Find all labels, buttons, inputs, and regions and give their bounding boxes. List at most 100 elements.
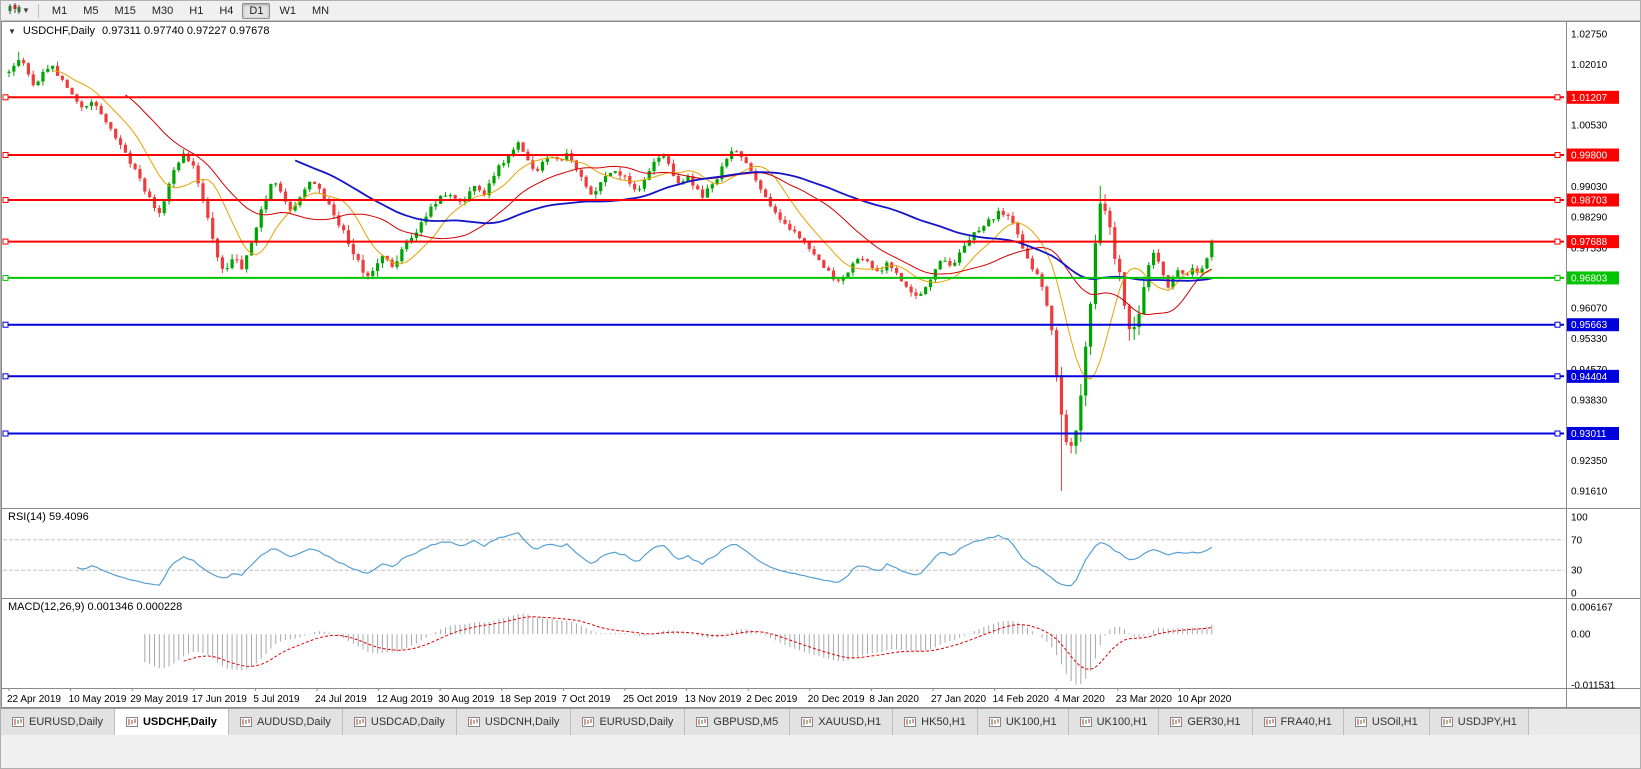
tab-label: USDCAD,Daily — [370, 716, 445, 728]
chart-tab-ger30-h1[interactable]: GER30,H1 — [1159, 709, 1253, 735]
tab-label: XAUUSD,H1 — [818, 716, 882, 728]
chart-tab-icon — [582, 717, 595, 727]
ohlc-values: 0.97311 0.97740 0.97227 0.97678 — [102, 25, 270, 37]
level-handle[interactable] — [2, 274, 9, 281]
level-price-badge — [1567, 369, 1619, 383]
level-handle[interactable] — [2, 94, 9, 101]
timeframe-button-m15[interactable]: M15 — [114, 4, 136, 17]
price-tick-label: 0.96070 — [1571, 304, 1608, 315]
level-handle[interactable] — [2, 197, 9, 203]
chart-tab-icon — [1263, 717, 1276, 727]
tab-label: USDCHF,Daily — [142, 716, 217, 728]
level-handle[interactable] — [2, 321, 9, 328]
timeframe-toolbar: ▼ M1 M5 M15 M30 H1 H4 D1 W1 MN — [1, 1, 1640, 21]
rsi-line — [76, 532, 1213, 587]
level-price-badge — [1567, 193, 1619, 207]
ma-slow-line — [294, 159, 1212, 282]
tab-label: USOil,H1 — [1371, 716, 1418, 728]
chart-tab-usdjpy-h1[interactable]: USDJPY,H1 — [1429, 709, 1529, 735]
level-handle[interactable] — [1554, 152, 1561, 158]
price-tick-label: 1.00530 — [1571, 121, 1608, 132]
date-tick-label: 23 Mar 2020 — [1116, 694, 1173, 705]
chart-tab-usdcad-daily[interactable]: USDCAD,Daily — [342, 709, 457, 735]
chart-tab-eurusd-daily[interactable]: EURUSD,Daily — [571, 709, 686, 735]
chart-tab-usdchf-daily[interactable]: USDCHF,Daily — [114, 709, 229, 735]
ma-mid-line — [125, 94, 1213, 316]
chart-tab-bar: EURUSD,Daily USDCHF,Daily AUDUSD,Daily USDC… — [1, 708, 1640, 735]
level-handle[interactable] — [1554, 430, 1561, 437]
chart-tab-usoil-h1[interactable]: USOil,H1 — [1343, 709, 1430, 735]
chart-type-button[interactable]: ▼ — [4, 1, 33, 21]
chart-tab-fra40-h1[interactable]: FRA40,H1 — [1252, 709, 1344, 735]
level-price-badge — [1567, 148, 1619, 162]
timeframe-button-h1[interactable]: H1 — [189, 4, 204, 17]
level-handle[interactable] — [1554, 373, 1561, 380]
timeframe-button-m1[interactable]: M1 — [51, 4, 68, 17]
chart-tab-icon — [239, 717, 252, 727]
price-tick-label: 0.95330 — [1571, 334, 1608, 345]
level-handle[interactable] — [1554, 321, 1561, 328]
level-price-badge-text: 0.97688 — [1571, 237, 1608, 248]
level-handle[interactable] — [1554, 274, 1561, 281]
chart-tab-uk100-h1[interactable]: UK100,H1 — [977, 709, 1069, 735]
timeframe-button-m30[interactable]: M30 — [151, 4, 174, 17]
rsi-tick-label: 100 — [1571, 513, 1588, 524]
price-tick-label: 1.02750 — [1571, 30, 1608, 41]
tab-label: HK50,H1 — [921, 716, 966, 728]
timeframe-button-h4[interactable]: H4 — [219, 4, 234, 17]
level-handle[interactable] — [1554, 197, 1561, 203]
timeframe-button-mn[interactable]: MN — [311, 4, 330, 17]
date-tick-label: 24 Jul 2019 — [315, 694, 367, 705]
ma-fast-line — [52, 70, 1213, 380]
chart-tab-uk100-h1[interactable]: UK100,H1 — [1068, 709, 1160, 735]
chart-tab-icon — [1170, 717, 1183, 727]
price-tick-label: 1.02010 — [1571, 60, 1608, 71]
tab-label: EURUSD,Daily — [599, 716, 674, 728]
chart-tab-gbpusd-m5[interactable]: GBPUSD,M5 — [685, 709, 791, 735]
date-axis[interactable]: 22 Apr 2019 10 May 2019 29 May 2019 17 Jun … — [7, 688, 1232, 705]
level-handle[interactable] — [2, 152, 9, 158]
chart-tab-usdcnh-daily[interactable]: USDCNH,Daily — [456, 709, 572, 735]
symbol-period-label: USDCHF,Daily — [22, 25, 96, 37]
chart-tab-icon — [1440, 717, 1453, 727]
date-tick-label: 8 Jan 2020 — [869, 694, 919, 705]
level-price-badge — [1567, 318, 1619, 332]
price-axis[interactable]: 1.02750 1.02010 1.00530 0.99030 0.98290 0.975… — [1567, 30, 1619, 692]
level-handle[interactable] — [2, 238, 9, 245]
level-handle[interactable] — [2, 430, 9, 437]
level-price-badge-text: 0.93011 — [1571, 429, 1607, 440]
level-price-badge — [1567, 235, 1619, 249]
chart-tab-icon — [904, 717, 917, 727]
macd-panel — [144, 613, 1213, 685]
level-handle[interactable] — [2, 373, 9, 380]
date-tick-label: 29 May 2019 — [130, 694, 188, 705]
level-handle[interactable] — [1554, 238, 1561, 245]
tab-label: UK100,H1 — [1005, 716, 1057, 728]
rsi-indicator-label: RSI(14) 59.4096 — [8, 511, 89, 523]
timeframe-button-m5[interactable]: M5 — [83, 4, 99, 17]
price-tick-label: 0.93830 — [1571, 395, 1608, 406]
chart-tab-icon — [12, 717, 24, 727]
date-tick-label: 20 Dec 2019 — [808, 694, 865, 705]
collapse-icon[interactable]: ▼ — [8, 26, 16, 36]
level-handle[interactable] — [1554, 94, 1561, 101]
macd-signal-line — [183, 616, 1212, 670]
chart-tab-icon — [1079, 717, 1092, 727]
rsi-tick-label: 70 — [1571, 535, 1583, 546]
rsi-tick-label: 0 — [1571, 589, 1577, 600]
timeframe-button-d1[interactable]: D1 — [242, 2, 271, 19]
macd-tick-label: 0.006167 — [1571, 603, 1613, 614]
chart-tab-eurusd-daily[interactable]: EURUSD,Daily — [1, 709, 115, 735]
date-tick-label: 10 Apr 2020 — [1177, 694, 1231, 705]
candlestick-chart-icon — [7, 2, 21, 20]
date-tick-label: 10 May 2019 — [69, 694, 127, 705]
macd-indicator-label: MACD(12,26,9) 0.001346 0.000228 — [8, 601, 183, 613]
level-lines[interactable] — [2, 94, 1564, 437]
chart-tab-xauusd-h1[interactable]: XAUUSD,H1 — [790, 709, 894, 735]
timeframe-button-w1[interactable]: W1 — [279, 4, 296, 17]
chart-tab-hk50-h1[interactable]: HK50,H1 — [893, 709, 978, 735]
date-tick-label: 14 Feb 2020 — [993, 694, 1050, 705]
date-tick-label: 13 Nov 2019 — [685, 694, 742, 705]
chart-tab-audusd-daily[interactable]: AUDUSD,Daily — [228, 709, 343, 735]
